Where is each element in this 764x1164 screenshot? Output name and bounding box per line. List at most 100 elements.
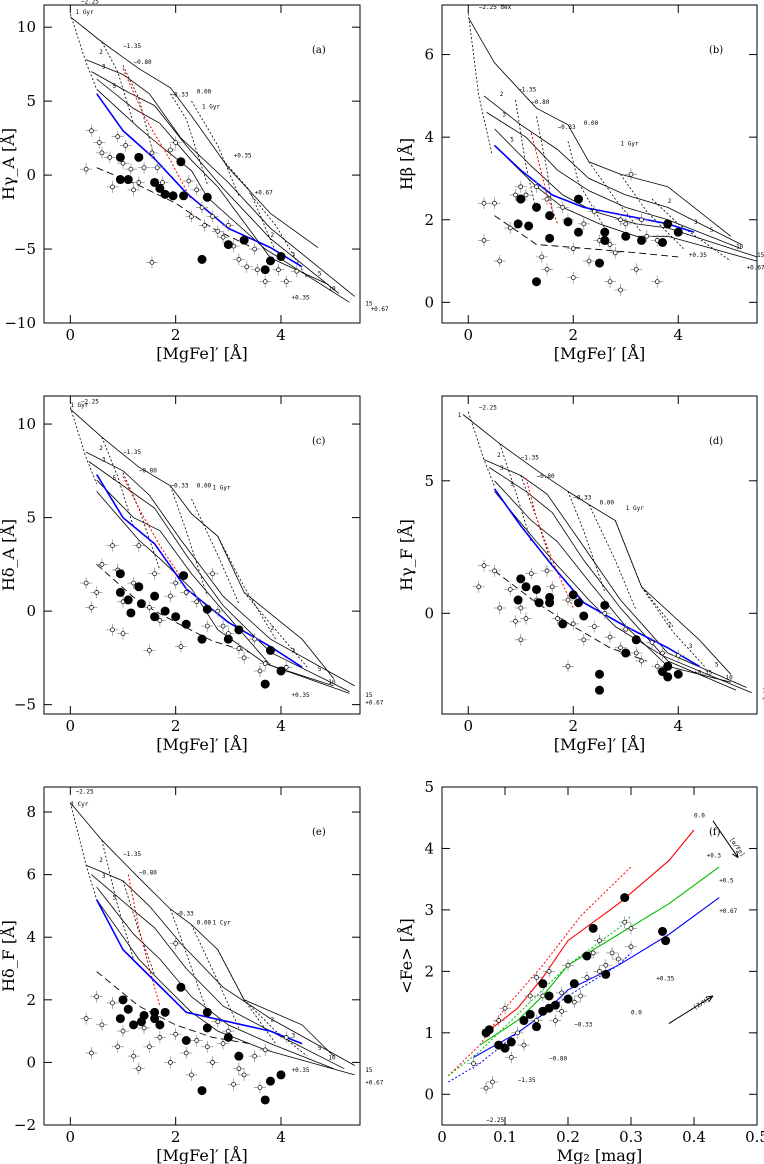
- age-label: 3: [102, 456, 106, 463]
- series-label: −2.25: [486, 1117, 504, 1124]
- open-data-point: [110, 184, 115, 190]
- x-tick-label: 2: [171, 1128, 181, 1146]
- open-data-point: [540, 993, 546, 999]
- age-line: [96, 491, 350, 694]
- open-data-point: [523, 616, 529, 621]
- metallicity-label: −2.25: [479, 404, 497, 411]
- age-label: 1 Cyr: [213, 920, 231, 927]
- y-tick-label: 5: [26, 509, 36, 527]
- age-line: [462, 414, 732, 675]
- y-tick-label: −5: [14, 696, 36, 714]
- age-label: 2: [270, 1017, 274, 1024]
- arrow-label: [Z/H]: [692, 996, 711, 1012]
- red-model-line: [122, 476, 182, 578]
- metallicity-line: [467, 13, 493, 154]
- open-data-point: [141, 1025, 147, 1031]
- open-data-point: [607, 634, 613, 640]
- filled-data-point: [150, 1014, 160, 1024]
- age-line: [494, 480, 731, 683]
- age-line: [85, 451, 355, 687]
- filled-data-point: [134, 582, 144, 592]
- age-label: 2: [500, 91, 504, 98]
- open-data-point: [597, 969, 602, 974]
- age-label: 2: [270, 232, 274, 239]
- filled-data-point: [155, 183, 165, 193]
- open-data-point: [123, 143, 128, 148]
- age-line: [483, 459, 747, 688]
- age-label: 3: [502, 112, 506, 119]
- filled-data-point: [265, 645, 275, 655]
- filled-data-point: [621, 648, 631, 658]
- filled-data-point: [513, 219, 523, 229]
- metallicity-label: −2.25: [81, 0, 99, 6]
- open-data-point: [628, 944, 634, 950]
- filled-data-point: [620, 893, 630, 903]
- age-line: [85, 59, 355, 297]
- metallicity-label: 0.00: [584, 120, 599, 127]
- open-data-point: [523, 192, 529, 198]
- open-data-point: [544, 196, 550, 202]
- filled-data-point: [168, 191, 178, 201]
- open-data-point: [83, 166, 89, 172]
- open-data-point: [294, 268, 300, 274]
- metallicity-line: [69, 802, 98, 900]
- open-data-point: [202, 223, 207, 228]
- filled-data-point: [179, 571, 189, 581]
- age-label: 3: [694, 219, 698, 226]
- open-data-point: [146, 648, 152, 653]
- open-data-point: [236, 257, 242, 262]
- metallicity-line: [217, 536, 277, 640]
- x-axis-label: [MgFe]′ [Å]: [156, 343, 248, 363]
- open-data-point: [565, 962, 571, 968]
- open-data-point: [215, 228, 221, 234]
- metallicity-line: [243, 592, 308, 668]
- y-tick-label: 0: [26, 166, 36, 184]
- open-data-point: [492, 568, 497, 574]
- open-data-point: [555, 616, 560, 621]
- open-data-point: [578, 993, 583, 999]
- open-data-point: [157, 618, 163, 623]
- filled-data-point: [574, 227, 583, 237]
- age-label: 2: [497, 452, 501, 459]
- open-data-point: [99, 150, 105, 156]
- series-label: −0.80: [549, 1055, 567, 1062]
- metallicity-line: [122, 472, 161, 571]
- plot-frame: [441, 395, 758, 715]
- metallicity-line: [641, 586, 705, 667]
- filled-data-point: [115, 587, 125, 597]
- y-axis-label: Hδ_A [Å]: [0, 519, 18, 591]
- dashed-model-line: [96, 564, 250, 653]
- age-line: [85, 864, 355, 1066]
- filled-data-point: [534, 598, 544, 608]
- filled-data-point: [658, 667, 667, 677]
- model-dotted-series: [447, 866, 632, 1077]
- metallicity-line: [467, 411, 495, 487]
- open-data-point: [628, 171, 634, 177]
- open-data-point: [559, 990, 565, 996]
- filled-data-point: [155, 1020, 165, 1030]
- age-label: 2: [270, 625, 274, 632]
- y-tick-label: 5: [424, 778, 434, 796]
- open-data-point: [586, 258, 592, 264]
- x-tick-label: 0: [463, 326, 473, 344]
- arrow-line: [668, 995, 714, 1025]
- open-data-point: [89, 605, 94, 610]
- red-model-line: [530, 132, 558, 225]
- age-label: 2: [99, 857, 103, 864]
- age-label: 15: [762, 688, 764, 695]
- age-line: [96, 886, 334, 1070]
- panel-label: (a): [312, 45, 326, 56]
- y-tick-label: 2: [424, 962, 434, 980]
- age-label: 5: [112, 895, 116, 902]
- filled-data-point: [673, 669, 683, 679]
- filled-data-point: [574, 194, 583, 204]
- metallicity-label: +0.35: [292, 1067, 310, 1074]
- filled-data-point: [519, 1016, 529, 1026]
- metallicity-line: [515, 99, 537, 212]
- metallicity-label: −1.35: [518, 87, 536, 94]
- x-axis-label: [MgFe]′ [Å]: [156, 1145, 248, 1164]
- filled-data-point: [176, 157, 186, 167]
- open-data-point: [507, 587, 513, 592]
- age-label: 2: [668, 622, 672, 629]
